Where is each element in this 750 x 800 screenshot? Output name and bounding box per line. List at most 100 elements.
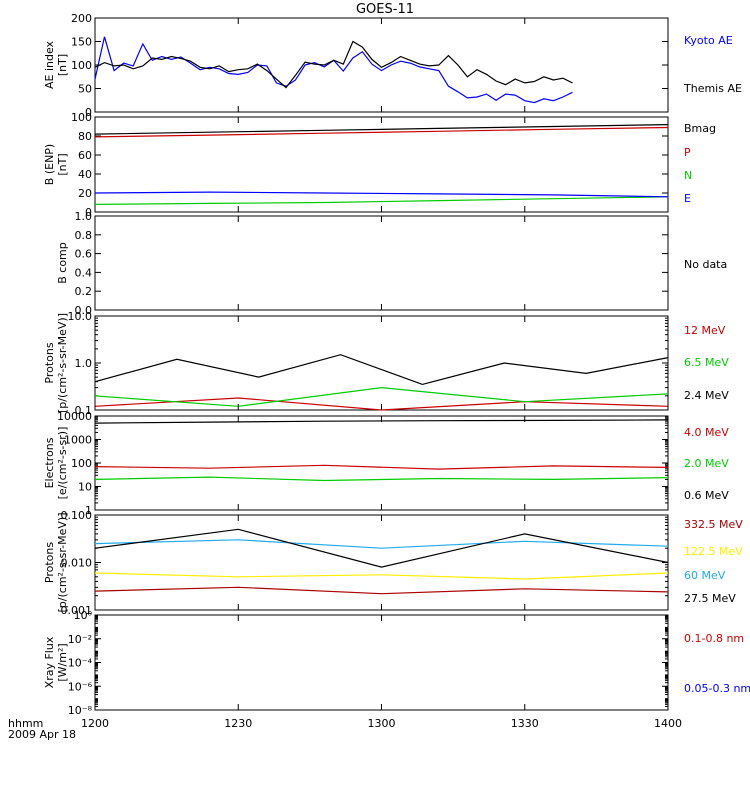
- panel-frame: [94, 514, 669, 611]
- series-line-kyoto-ae: [94, 36, 573, 104]
- series-line-27-5-mev: [94, 528, 669, 568]
- y-tick-label: 200: [71, 12, 92, 25]
- y-tick-label: 10⁻⁸: [68, 704, 93, 717]
- legend-332-5-mev: 332.5 MeV: [684, 518, 743, 531]
- y-tick-label: 0.2: [75, 285, 93, 298]
- y-tick-label: 10⁻⁶: [68, 680, 93, 693]
- y-axis-label: Protons: [43, 542, 56, 583]
- series-line-6-5-mev: [94, 386, 669, 407]
- series-line-2-4-mev: [94, 354, 669, 386]
- legend-bmag: Bmag: [684, 122, 716, 135]
- y-tick-label: 0: [85, 106, 92, 119]
- panel-5: 1 10 100 1000 10000 Electrons [e/(cm²-s-sr)] 4.…: [43, 410, 729, 517]
- legend-n: N: [684, 169, 692, 182]
- y-axis-unit: [W/m²]: [56, 643, 69, 681]
- y-axis-unit: [e/(cm²-s-sr)]: [56, 427, 69, 500]
- y-tick-label: 150: [71, 36, 92, 49]
- panel-7: 10⁰ 10⁻² 10⁻⁴ 10⁻⁶ 10⁻⁸ Xray Flux [W/m²] 0.1-0.…: [43, 609, 750, 717]
- y-tick-label: 1.0: [75, 357, 93, 370]
- legend-e: E: [684, 192, 691, 205]
- y-tick-label: 40: [78, 168, 92, 181]
- series-line-n: [94, 196, 669, 205]
- date-label: 2009 Apr 18: [8, 728, 76, 741]
- legend-4-0-mev: 4.0 MeV: [684, 426, 729, 439]
- y-axis-label: B comp: [56, 242, 69, 284]
- legend-2-4-mev: 2.4 MeV: [684, 389, 729, 402]
- legend-12-mev: 12 MeV: [684, 324, 726, 337]
- y-axis-label: AE index: [43, 40, 56, 89]
- series-line-2-0-mev: [94, 476, 669, 482]
- y-tick-label: 10⁻⁴: [68, 657, 93, 670]
- legend-0-1-0-8-nm: 0.1-0.8 nm: [684, 632, 744, 645]
- time-tick-label: 1230: [224, 717, 252, 730]
- y-tick-label: 10: [78, 481, 92, 494]
- y-tick-label: 0.001: [61, 604, 93, 617]
- panel-frame: [94, 415, 669, 511]
- y-tick-label: 10000: [57, 410, 92, 423]
- legend-themis-ae: Themis AE: [683, 82, 742, 95]
- no-data-label: No data: [684, 258, 727, 271]
- panel-3: 0.0 0.2 0.4 0.6 0.8 1.0 B comp No data: [56, 210, 727, 317]
- y-tick-label: 1: [85, 504, 92, 517]
- y-tick-label: 100: [71, 59, 92, 72]
- y-tick-label: 10⁻²: [68, 633, 92, 646]
- series-line-122-5-mev: [94, 572, 669, 580]
- panel-4: 0.1 1.0 10.0 Protons [p/(cm²-s-sr-MeV)] 12 Me…: [43, 310, 729, 417]
- time-tick-label: 1200: [81, 717, 109, 730]
- legend-0-6-mev: 0.6 MeV: [684, 489, 729, 502]
- series-line-p: [94, 126, 669, 138]
- panel-2: 0 20 40 60 80 100 B (ENP) [nT] Bmag PNE: [43, 111, 716, 219]
- y-tick-label: 20: [78, 187, 92, 200]
- series-line-e: [94, 191, 669, 198]
- legend-122-5-mev: 122.5 MeV: [684, 545, 743, 558]
- legend-27-5-mev: 27.5 MeV: [684, 592, 736, 605]
- panel-frame: [94, 315, 669, 411]
- panel-1: 0 50 100 150 200 AE index [nT] Kyoto AE Themis A…: [43, 12, 742, 119]
- panel-frame: [94, 17, 669, 113]
- y-tick-label: 50: [78, 83, 92, 96]
- y-tick-label: 0.1: [75, 404, 93, 417]
- panel-6: 0.001 0.010 0.100 Protons [p/(cm²-s-sr-MeV)]…: [43, 509, 743, 617]
- y-axis-unit: [p/(cm²-s-sr-MeV)]: [56, 313, 69, 413]
- y-tick-label: 100: [71, 457, 92, 470]
- panel-frame: [94, 614, 669, 711]
- panel-frame: [94, 215, 669, 311]
- series-line-4-0-mev: [94, 464, 669, 470]
- y-tick-label: 100: [71, 111, 92, 124]
- y-axis-label: Electrons: [43, 437, 56, 488]
- y-tick-label: 0.8: [75, 229, 93, 242]
- y-axis-unit: [nT]: [56, 153, 69, 175]
- plot-title: GOES-11: [356, 2, 414, 17]
- y-tick-label: 1000: [64, 434, 92, 447]
- legend-0-05-0-3-nm: 0.05-0.3 nm: [684, 682, 750, 695]
- y-axis-unit: [nT]: [56, 54, 69, 76]
- time-tick-label: 1330: [511, 717, 539, 730]
- time-axis: 1200 1230 1300 1330 1400: [81, 717, 682, 730]
- y-axis-label: Xray Flux: [43, 636, 56, 688]
- legend-kyoto-ae: Kyoto AE: [684, 34, 733, 47]
- series-line-themis-ae: [94, 40, 573, 89]
- y-tick-label: 0: [85, 206, 92, 219]
- series-line-60-mev: [94, 539, 669, 549]
- legend-6-5-mev: 6.5 MeV: [684, 356, 729, 369]
- y-tick-label: 0.100: [61, 509, 93, 522]
- y-tick-label: 0.0: [75, 304, 93, 317]
- y-tick-label: 80: [78, 130, 92, 143]
- y-axis-unit: [p/(cm²-s-sr-MeV)]: [56, 513, 69, 613]
- y-axis-label: Protons: [43, 342, 56, 383]
- series-line-bmag: [94, 124, 669, 135]
- y-tick-label: 10.0: [68, 310, 93, 323]
- time-tick-label: 1400: [654, 717, 682, 730]
- time-unit-label: hhmm: [8, 717, 43, 730]
- legend-60-mev: 60 MeV: [684, 569, 726, 582]
- time-tick-label: 1300: [368, 717, 396, 730]
- y-tick-label: 0.010: [61, 557, 93, 570]
- y-tick-label: 60: [78, 149, 92, 162]
- series-line-332-5-mev: [94, 586, 669, 595]
- legend-p: P: [684, 146, 691, 159]
- y-tick-label: 0.6: [75, 248, 93, 261]
- legend-2-0-mev: 2.0 MeV: [684, 457, 729, 470]
- y-tick-label: 0.4: [75, 266, 93, 279]
- y-axis-label: B (ENP): [43, 144, 56, 185]
